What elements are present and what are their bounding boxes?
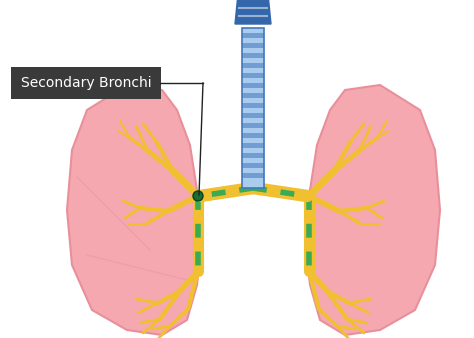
- Polygon shape: [242, 123, 264, 128]
- Polygon shape: [242, 63, 264, 68]
- Polygon shape: [242, 53, 264, 58]
- Polygon shape: [242, 143, 264, 148]
- Polygon shape: [242, 33, 264, 38]
- Polygon shape: [242, 173, 264, 178]
- Circle shape: [193, 191, 203, 201]
- Polygon shape: [242, 28, 264, 188]
- Polygon shape: [242, 73, 264, 78]
- Polygon shape: [67, 85, 202, 335]
- Polygon shape: [242, 103, 264, 108]
- Polygon shape: [242, 113, 264, 118]
- Polygon shape: [242, 93, 264, 98]
- Text: Secondary Bronchi: Secondary Bronchi: [21, 76, 151, 90]
- Polygon shape: [305, 85, 440, 335]
- Polygon shape: [242, 83, 264, 88]
- Polygon shape: [242, 163, 264, 168]
- FancyBboxPatch shape: [11, 67, 161, 99]
- Polygon shape: [242, 153, 264, 158]
- Polygon shape: [242, 43, 264, 48]
- Polygon shape: [235, 0, 271, 24]
- Polygon shape: [242, 133, 264, 138]
